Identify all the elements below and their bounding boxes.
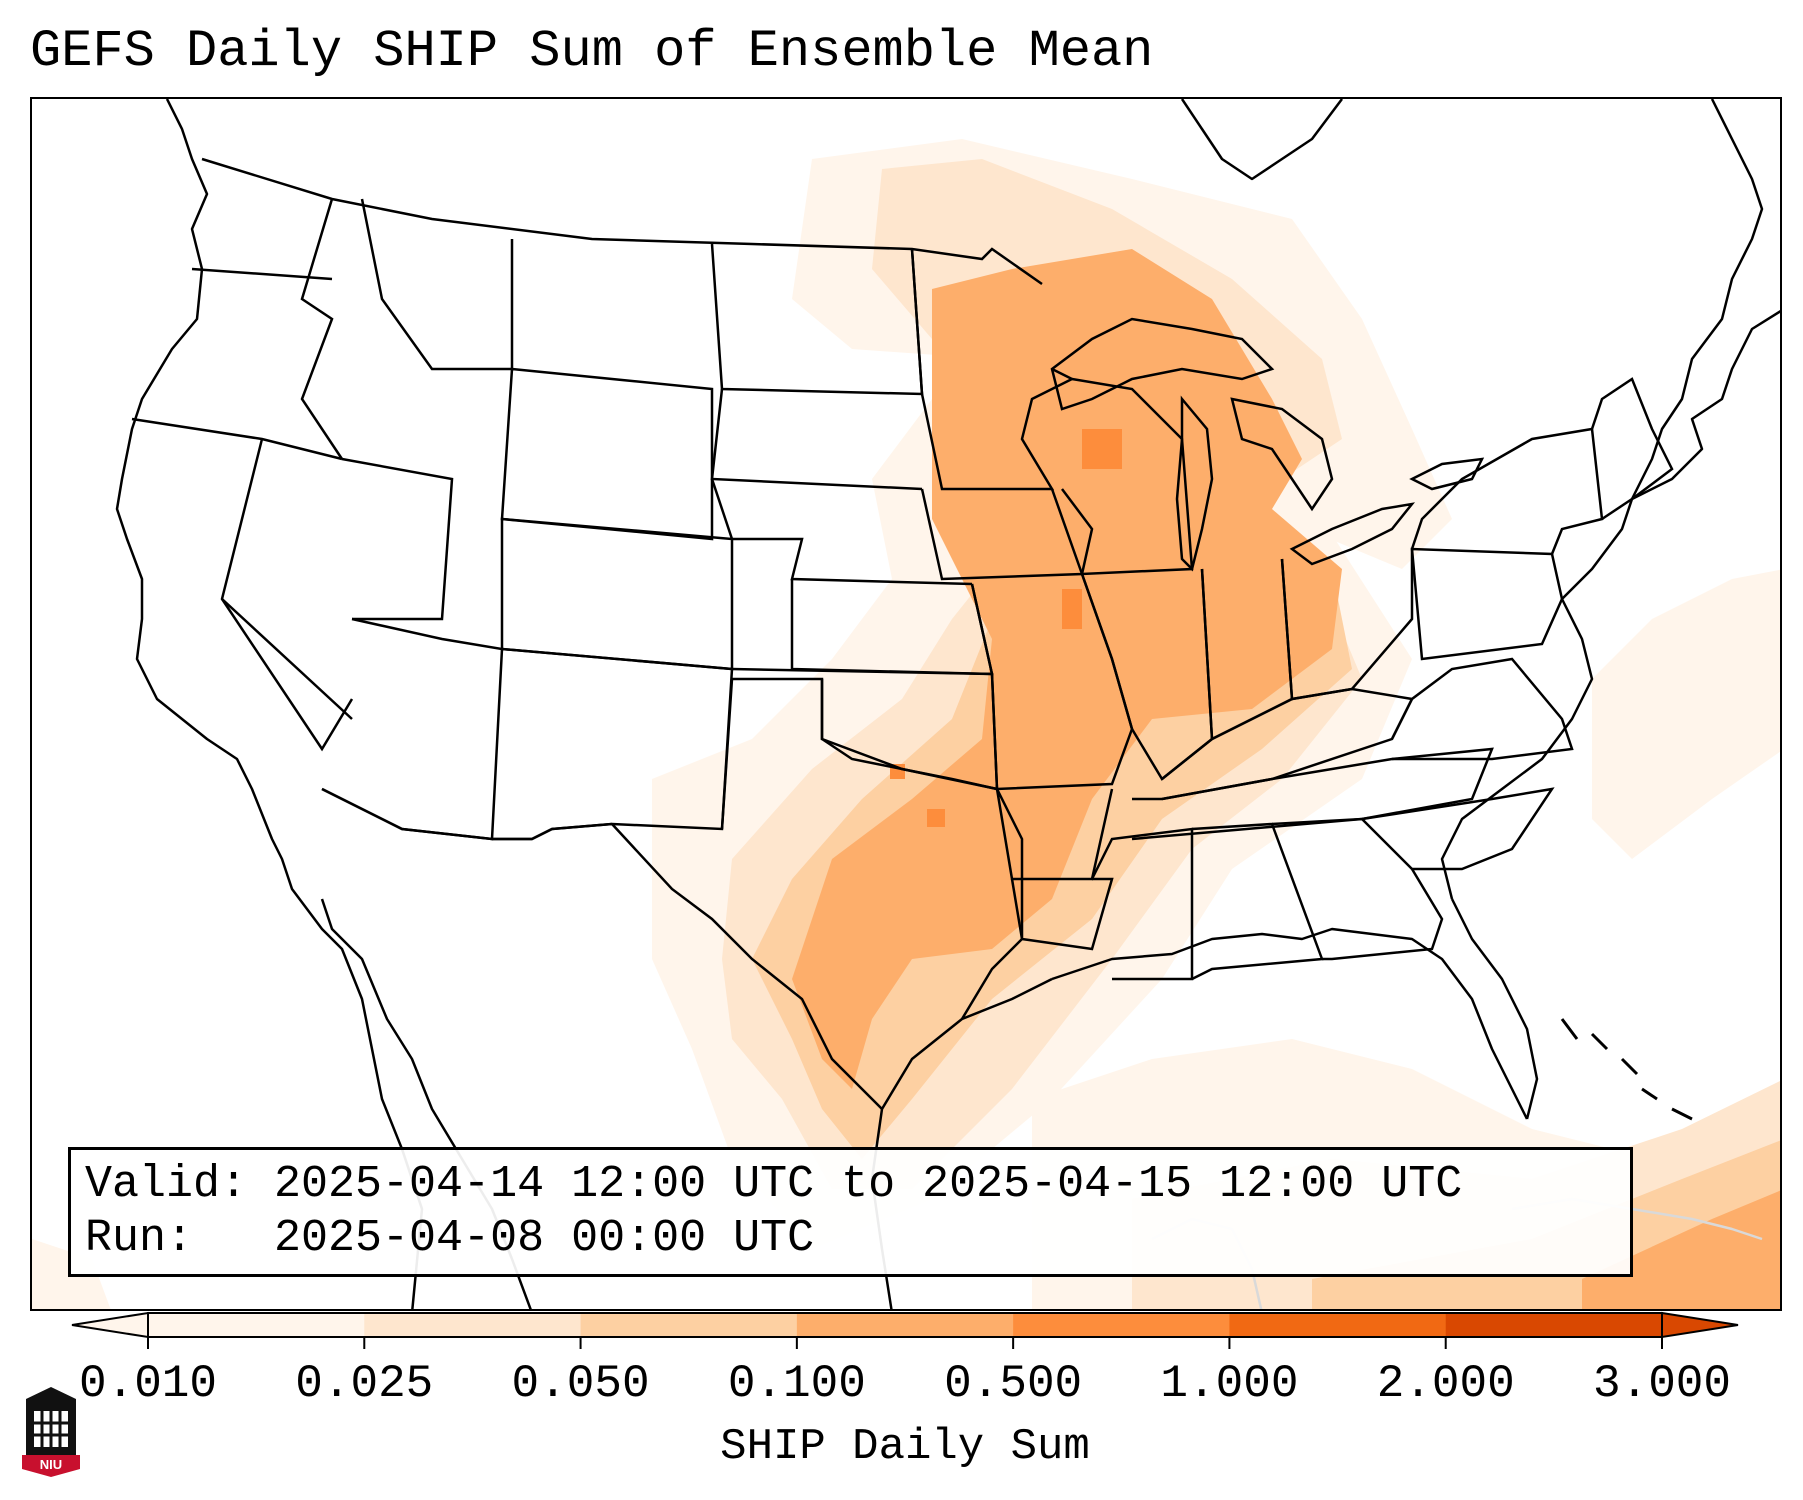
colorbar-segment (1013, 1313, 1230, 1337)
valid-run-info-box: Valid: 2025-04-14 12:00 UTC to 2025-04-1… (68, 1147, 1633, 1277)
map-title: GEFS Daily SHIP Sum of Ensemble Mean (30, 22, 1154, 81)
colorbar-label: SHIP Daily Sum (720, 1422, 1090, 1472)
border-wisconsin (1050, 377, 1194, 576)
border-canada (201, 157, 1043, 286)
colorbar-segment (364, 1313, 582, 1337)
colorbar-segment (580, 1313, 798, 1337)
border-idaho (300, 198, 344, 460)
border-virginia (1390, 657, 1574, 761)
map-panel (30, 97, 1782, 1311)
colorbar-tick-label: 0.050 (511, 1358, 650, 1410)
colorbar-extend-low (71, 1311, 149, 1339)
shading-strong-core (792, 249, 1342, 1089)
colorbar-tick-label: 2.000 (1376, 1358, 1515, 1410)
bahamas (1560, 1018, 1693, 1121)
border-arkansas (995, 788, 1114, 881)
border-pennsylvania (1410, 547, 1564, 661)
colorbar-segment (796, 1313, 1014, 1337)
border-minnesota (910, 248, 1075, 491)
border-montana-south (360, 198, 514, 371)
border-mexico (321, 787, 613, 841)
colorbar-segment (148, 1313, 365, 1337)
colorbar (71, 1311, 1739, 1349)
shading-peak-texas (927, 809, 945, 827)
colorbar-segment (1229, 1313, 1447, 1337)
colorbar-segments (148, 1313, 1663, 1337)
border-oregon-south (131, 417, 343, 461)
colorbar-tick-label: 0.500 (944, 1358, 1083, 1410)
border-new-england (1590, 377, 1674, 521)
valid-time-line: Valid: 2025-04-14 12:00 UTC to 2025-04-1… (85, 1159, 1463, 1210)
shading-peak-wisconsin (1082, 429, 1122, 469)
colorbar-segment (1445, 1313, 1663, 1337)
border-utah (341, 457, 454, 621)
niu-logo-text: NIU (40, 1457, 62, 1472)
colorbar-tick-label: 0.010 (78, 1358, 218, 1410)
border-texas (720, 677, 1024, 1020)
ship-shading (32, 139, 1780, 1309)
coastline-new-england (1630, 99, 1764, 500)
coastline-atlantic (1440, 310, 1780, 900)
coastline-west (115, 99, 424, 1309)
colorbar-tick-label: 1.000 (1160, 1358, 1299, 1410)
niu-logo: NIU (22, 1387, 80, 1477)
run-time-line: Run: 2025-04-08 00:00 UTC (85, 1213, 815, 1264)
shading-atlantic (1592, 569, 1780, 859)
lake-erie (1289, 502, 1416, 566)
great-lakes (1050, 317, 1485, 572)
lake-superior (1050, 317, 1275, 411)
political-borders (131, 157, 1674, 1110)
border-carolinas (1361, 787, 1555, 871)
colorbar-extend-high (1661, 1311, 1739, 1339)
shading-peak-illinois (1062, 589, 1082, 629)
border-nevada (220, 438, 354, 752)
shading-caribbean-strong (1582, 1190, 1780, 1309)
coastline-gulf (1051, 927, 1529, 1120)
border-colorado (500, 517, 734, 671)
border-arizona (321, 617, 504, 841)
border-new-york (1410, 427, 1604, 555)
border-california-east (221, 598, 353, 720)
border-kentucky (1161, 687, 1414, 801)
colorbar-tick-label: 0.100 (727, 1358, 866, 1410)
border-texas-south (611, 823, 883, 1110)
lake-huron (1230, 397, 1334, 512)
colorbar-tick-label: 0.025 (295, 1358, 434, 1410)
colorbar-ticks (147, 1337, 1663, 1349)
border-wyoming (500, 367, 714, 541)
map-canvas (32, 99, 1780, 1309)
coastline-florida-east (1450, 898, 1539, 1120)
coastline-hudson (1180, 99, 1343, 181)
colorbar-outline (147, 1312, 1663, 1338)
colorbar-tick-label: 3.000 (1592, 1358, 1732, 1410)
border-louisiana (1010, 877, 1114, 951)
border-nebraska (710, 478, 973, 586)
